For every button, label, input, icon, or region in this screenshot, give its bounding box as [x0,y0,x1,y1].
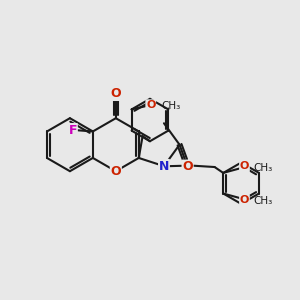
Text: O: O [146,100,155,110]
Text: N: N [159,160,169,172]
Text: O: O [240,161,249,171]
Text: O: O [110,165,121,178]
Text: CH₃: CH₃ [162,101,181,111]
Text: CH₃: CH₃ [253,163,272,172]
Text: O: O [240,195,249,205]
Text: O: O [110,87,121,100]
Text: O: O [182,160,193,173]
Text: CH₃: CH₃ [253,196,272,206]
Text: F: F [69,124,77,137]
